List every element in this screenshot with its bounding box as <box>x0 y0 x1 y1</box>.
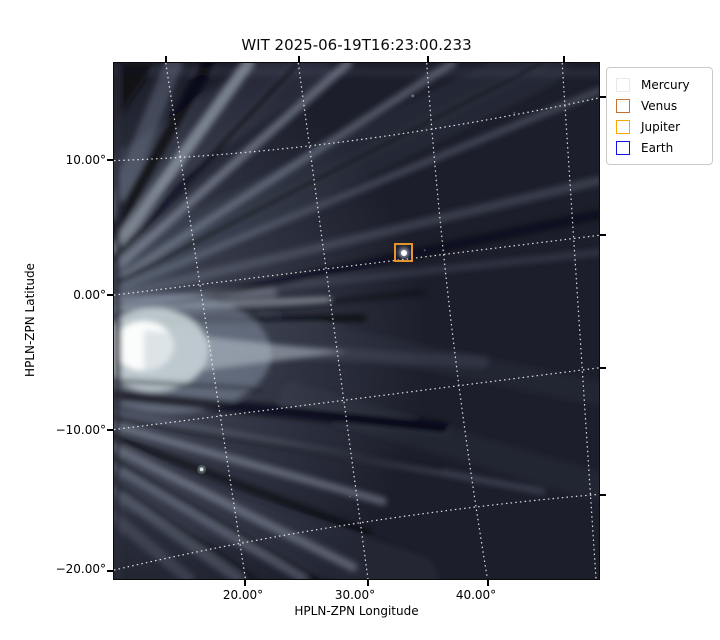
legend: Mercury Venus Jupiter Earth <box>606 67 713 165</box>
mercury-swatch-icon <box>616 77 630 92</box>
legend-label: Earth <box>641 140 674 155</box>
stars <box>197 94 516 498</box>
plot-title: WIT 2025-06-19T16:23:00.233 <box>241 36 472 54</box>
y-tick-label: 10.00° <box>65 153 106 167</box>
x-tick-label: 20.00° <box>222 588 264 602</box>
legend-item-earth: Earth <box>616 137 706 158</box>
y-tick-label: 0.00° <box>73 288 106 302</box>
x-axis-label: HPLN-ZPN Longitude <box>294 604 419 618</box>
jupiter-dot <box>400 249 407 256</box>
legend-item-mercury: Mercury <box>616 74 706 95</box>
jupiter-marker <box>394 243 413 262</box>
y-tick-label: −10.00° <box>55 423 106 437</box>
legend-label: Jupiter <box>641 119 681 134</box>
legend-label: Mercury <box>641 77 690 92</box>
coordinate-grid <box>114 63 599 579</box>
streamer-image <box>114 63 599 579</box>
earth-swatch-icon <box>616 140 630 155</box>
y-axis-label: HPLN-ZPN Latitude <box>23 263 37 377</box>
legend-label: Venus <box>641 98 678 113</box>
y-tick-label: −20.00° <box>55 562 106 576</box>
legend-item-jupiter: Jupiter <box>616 116 706 137</box>
legend-item-venus: Venus <box>616 95 706 116</box>
x-tick-label: 30.00° <box>334 588 376 602</box>
x-tick-label: 40.00° <box>455 588 497 602</box>
venus-swatch-icon <box>616 98 630 113</box>
jupiter-swatch-icon <box>616 119 630 134</box>
plot-image <box>113 62 600 580</box>
